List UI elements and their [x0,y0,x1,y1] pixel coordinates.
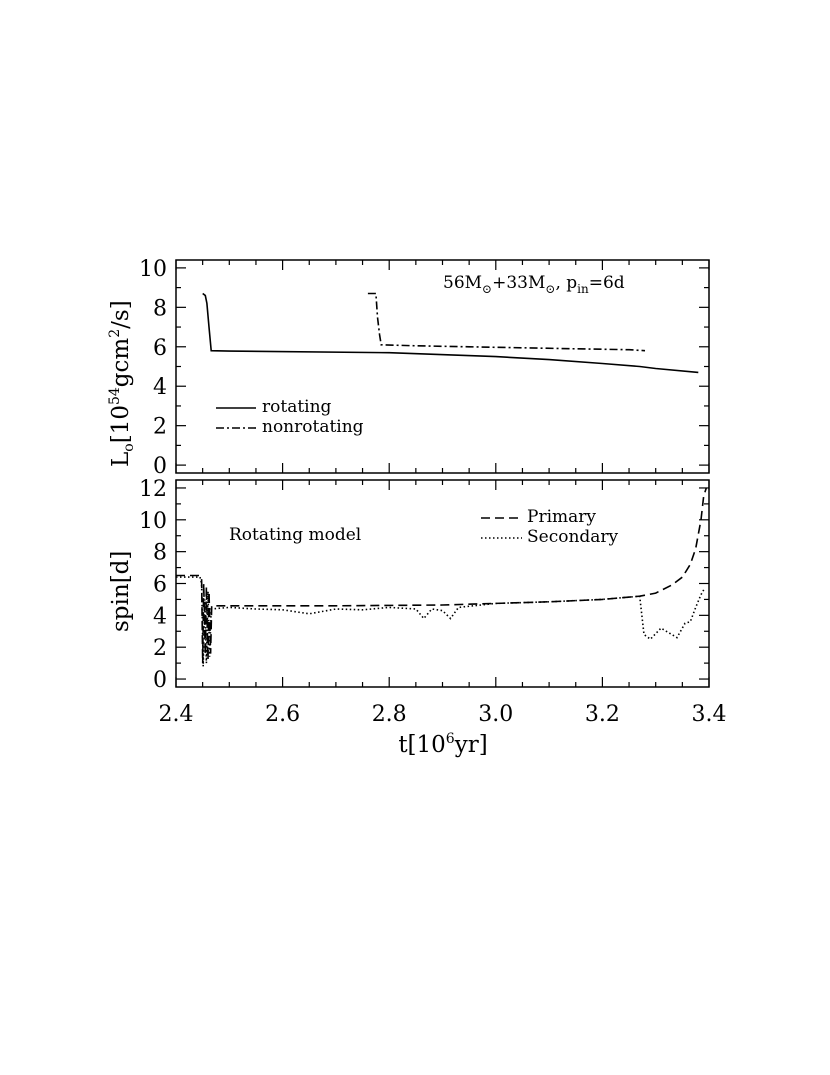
top-y-tick-labels: 0 2 4 6 8 10 [139,257,167,479]
y-tick-label: 4 [153,604,167,629]
y-tick-label: 2 [153,415,167,440]
y-tick-label: 4 [153,375,167,400]
y-tick-label: 10 [139,257,167,282]
legend-label-secondary: Secondary [527,527,619,547]
annotation-period-subscript: in [577,282,589,296]
bottom-plot-frame [175,479,710,688]
bottom-y-tick-labels: 0 2 4 6 8 10 12 [139,477,167,693]
y-tick-label: 2 [153,636,167,661]
series-line-nonrotating [367,292,646,352]
series-line-primary [176,487,708,664]
y-tick-label: 0 [153,668,167,693]
series-line-secondary [176,576,705,667]
x-tick-label: 2.4 [159,702,194,727]
top-series-lines [202,292,699,374]
sun-symbol: ⊙ [545,282,555,296]
y-tick-label: 8 [153,296,167,321]
bottom-y-axis-label: spin[d] [108,551,134,632]
y-tick-label: 8 [153,541,167,566]
series-line-rotating [202,292,699,374]
top-ticks [175,260,710,473]
y-tick-label: 10 [139,509,167,534]
x-tick-label: 2.6 [265,702,300,727]
y-tick-label: 6 [153,573,167,598]
annotation-mass2: 33M [506,273,545,293]
bottom-ticks [175,480,710,687]
x-tick-label: 3.0 [478,702,513,727]
top-panel: 0 2 4 6 8 10 56M⊙+33M⊙, pin=6d rotating nonro… [107,257,710,479]
legend-label-rotating: rotating [262,397,332,417]
x-axis-label: t[106yr] [398,731,487,758]
x-tick-label: 3.2 [585,702,620,727]
bottom-panel: 0 2 4 6 8 10 12 2.4 2.6 2.8 3.0 3.2 3.4 Rotating mo… [108,477,727,758]
top-annotation: 56M⊙+33M⊙, pin=6d [443,273,625,296]
annotation-period-value: =6d [589,273,625,293]
legend-label-primary: Primary [527,507,596,527]
bottom-series-lines [176,487,708,667]
annotation-period: p [566,273,577,293]
bottom-panel-title: Rotating model [229,525,361,545]
annotation-mass1: 56M [443,273,482,293]
y-tick-label: 0 [153,454,167,479]
y-tick-label: 6 [153,336,167,361]
sun-symbol: ⊙ [482,282,492,296]
x-tick-label: 3.4 [692,702,727,727]
y-tick-label: 12 [139,477,167,502]
top-y-axis-label: Lo[1054gcm2/s] [107,300,137,467]
bottom-x-tick-labels: 2.4 2.6 2.8 3.0 3.2 3.4 [159,702,727,727]
legend-label-nonrotating: nonrotating [262,417,364,437]
x-tick-label: 2.8 [372,702,407,727]
